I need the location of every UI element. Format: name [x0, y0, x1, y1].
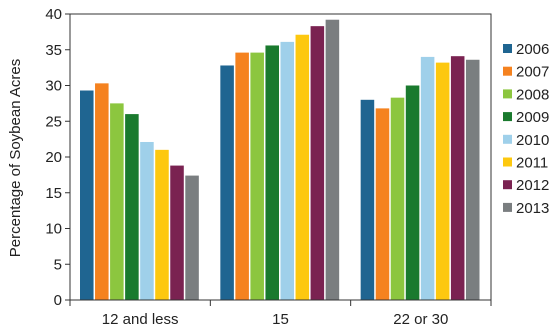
legend-swatch-2007 [503, 66, 512, 76]
legend-label-2012: 2012 [516, 177, 549, 194]
bar-2007-2 [375, 108, 390, 300]
legend: 2006 2007 2008 2009 2010 2011 2012 2013 [503, 41, 549, 217]
legend-label-2010: 2010 [516, 132, 549, 149]
y-tick-label: 20 [45, 149, 62, 166]
y-tick-label: 35 [45, 42, 62, 59]
y-tick-label: 40 [45, 6, 62, 23]
bar-2012-2 [450, 56, 465, 301]
bar-2011-1 [295, 34, 310, 301]
x-category-label: 15 [272, 311, 289, 328]
bar-2009-2 [405, 85, 420, 300]
legend-swatch-2011 [503, 157, 512, 167]
bar-2011-0 [155, 149, 169, 300]
legend-label-2006: 2006 [516, 41, 549, 58]
y-tick-label: 10 [45, 221, 62, 238]
legend-swatch-2006 [503, 44, 512, 53]
bar-2007-1 [235, 52, 249, 300]
x-category-label: 12 and less [102, 311, 179, 328]
bar-2008-1 [250, 52, 264, 300]
bar-2008-0 [110, 103, 124, 300]
bar-2010-0 [140, 141, 154, 300]
bars [80, 19, 480, 301]
legend-label-2009: 2009 [516, 109, 549, 126]
y-axis-title: Percentage of Soybean Acres [7, 59, 24, 257]
bar-2006-2 [360, 99, 375, 300]
legend-swatch-2012 [503, 180, 512, 190]
y-tick-label: 30 [45, 78, 62, 95]
bar-2006-0 [80, 90, 94, 300]
bar-2010-2 [420, 56, 435, 301]
bar-2012-0 [170, 165, 184, 300]
axes [69, 13, 492, 306]
bar-2010-1 [280, 41, 295, 300]
legend-label-2013: 2013 [516, 200, 549, 217]
x-category-label: 22 or 30 [393, 311, 448, 328]
legend-label-2008: 2008 [516, 86, 549, 103]
legend-swatch-2008 [503, 89, 512, 99]
bar-2013-1 [325, 19, 340, 300]
bar-2013-0 [185, 175, 199, 300]
legend-swatch-2013 [503, 202, 512, 212]
bar-2008-2 [390, 97, 405, 300]
bar-2007-0 [95, 83, 109, 300]
bar-2006-1 [220, 65, 234, 300]
bar-2009-1 [265, 45, 279, 301]
legend-swatch-2009 [503, 112, 512, 122]
y-tick-label: 0 [54, 292, 62, 309]
y-tick-label: 25 [45, 113, 62, 130]
legend-swatch-2010 [503, 134, 512, 144]
y-tick-label: 5 [54, 256, 62, 273]
bar-2009-0 [125, 114, 139, 300]
y-axis-ticks: 0 5 10 15 20 25 30 35 40 [45, 6, 70, 309]
bar-2013-2 [465, 59, 480, 301]
legend-label-2011: 2011 [516, 155, 548, 172]
y-tick-label: 15 [45, 185, 62, 202]
bar-2012-1 [310, 26, 325, 301]
bar-2011-2 [435, 62, 450, 301]
x-axis-ticks: 12 and less 15 22 or 30 [102, 311, 449, 328]
legend-label-2007: 2007 [516, 64, 549, 81]
plot-frame [69, 13, 492, 301]
